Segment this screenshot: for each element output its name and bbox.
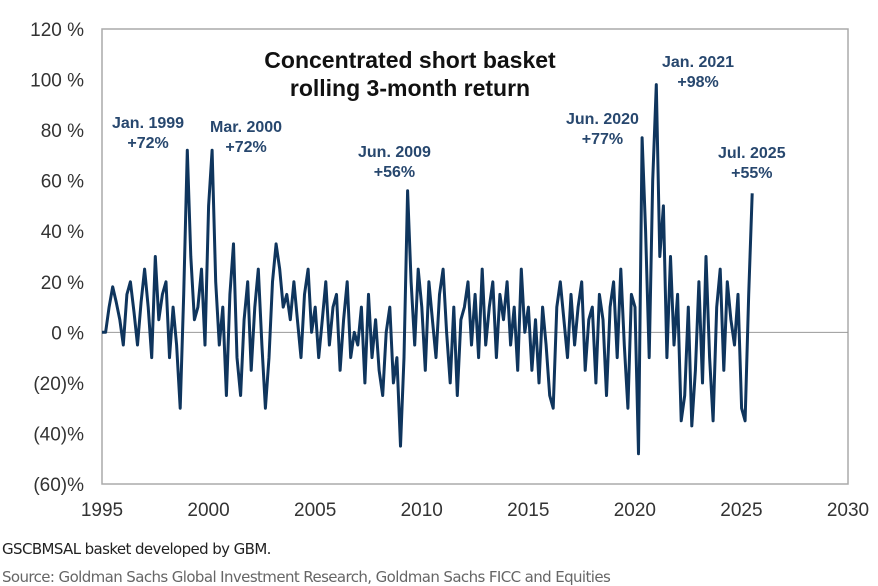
x-tick-label: 2000 <box>187 500 229 521</box>
y-tick-label: 100 % <box>30 71 84 92</box>
title-line-2: rolling 3-month return <box>289 75 531 101</box>
y-tick-label: 120 % <box>30 20 84 41</box>
x-tick-label: 2015 <box>507 500 549 521</box>
chart: 120 % 100 % 80 % 60 % 40 % 20 % 0 % (20)% (40)% (… <box>30 20 869 521</box>
y-tick-label: 0 % <box>51 323 84 344</box>
x-tick-label: 2025 <box>720 500 762 521</box>
y-tick-label: (60)% <box>33 475 84 496</box>
y-tick-label: 60 % <box>41 172 84 193</box>
y-tick-label: 20 % <box>41 273 84 294</box>
x-tick-label: 2030 <box>827 500 869 521</box>
plot-area <box>101 28 849 485</box>
footnote-basket: GSCBMSAL basket developed by GBM. <box>2 540 271 558</box>
title-line-1: Concentrated short basket <box>264 47 556 73</box>
y-tick-label: (40)% <box>33 424 84 445</box>
footnote-source: Source: Goldman Sachs Global Investment … <box>2 568 611 586</box>
y-tick-label: 40 % <box>41 222 84 243</box>
x-tick-label: 2010 <box>401 500 443 521</box>
annotation-mar-2000: Mar. 2000 +72% <box>210 119 283 156</box>
y-tick-label: (20)% <box>33 374 84 395</box>
annotation-jun-2009: Jun. 2009 +56% <box>358 144 431 181</box>
y-axis: 120 % 100 % 80 % 60 % 40 % 20 % 0 % (20)% (40)% (… <box>30 20 84 496</box>
x-tick-label: 1995 <box>81 500 123 521</box>
annotation-jan-2021: Jan. 2021 +98% <box>662 54 735 91</box>
annotation-jul-2025: Jul. 2025 +55% <box>718 145 786 182</box>
annotation-jan-1999: Jan. 1999 +72% <box>112 115 185 152</box>
chart-title: Concentrated short basket rolling 3-mont… <box>200 46 620 102</box>
y-tick-label: 80 % <box>41 121 84 142</box>
series-line <box>102 83 754 456</box>
x-tick-label: 2005 <box>294 500 336 521</box>
annotation-jun-2020: Jun. 2020 +77% <box>566 111 639 148</box>
x-tick-label: 2020 <box>614 500 656 521</box>
x-axis: 1995 2000 2005 2010 2015 2020 2025 2030 <box>81 500 869 521</box>
